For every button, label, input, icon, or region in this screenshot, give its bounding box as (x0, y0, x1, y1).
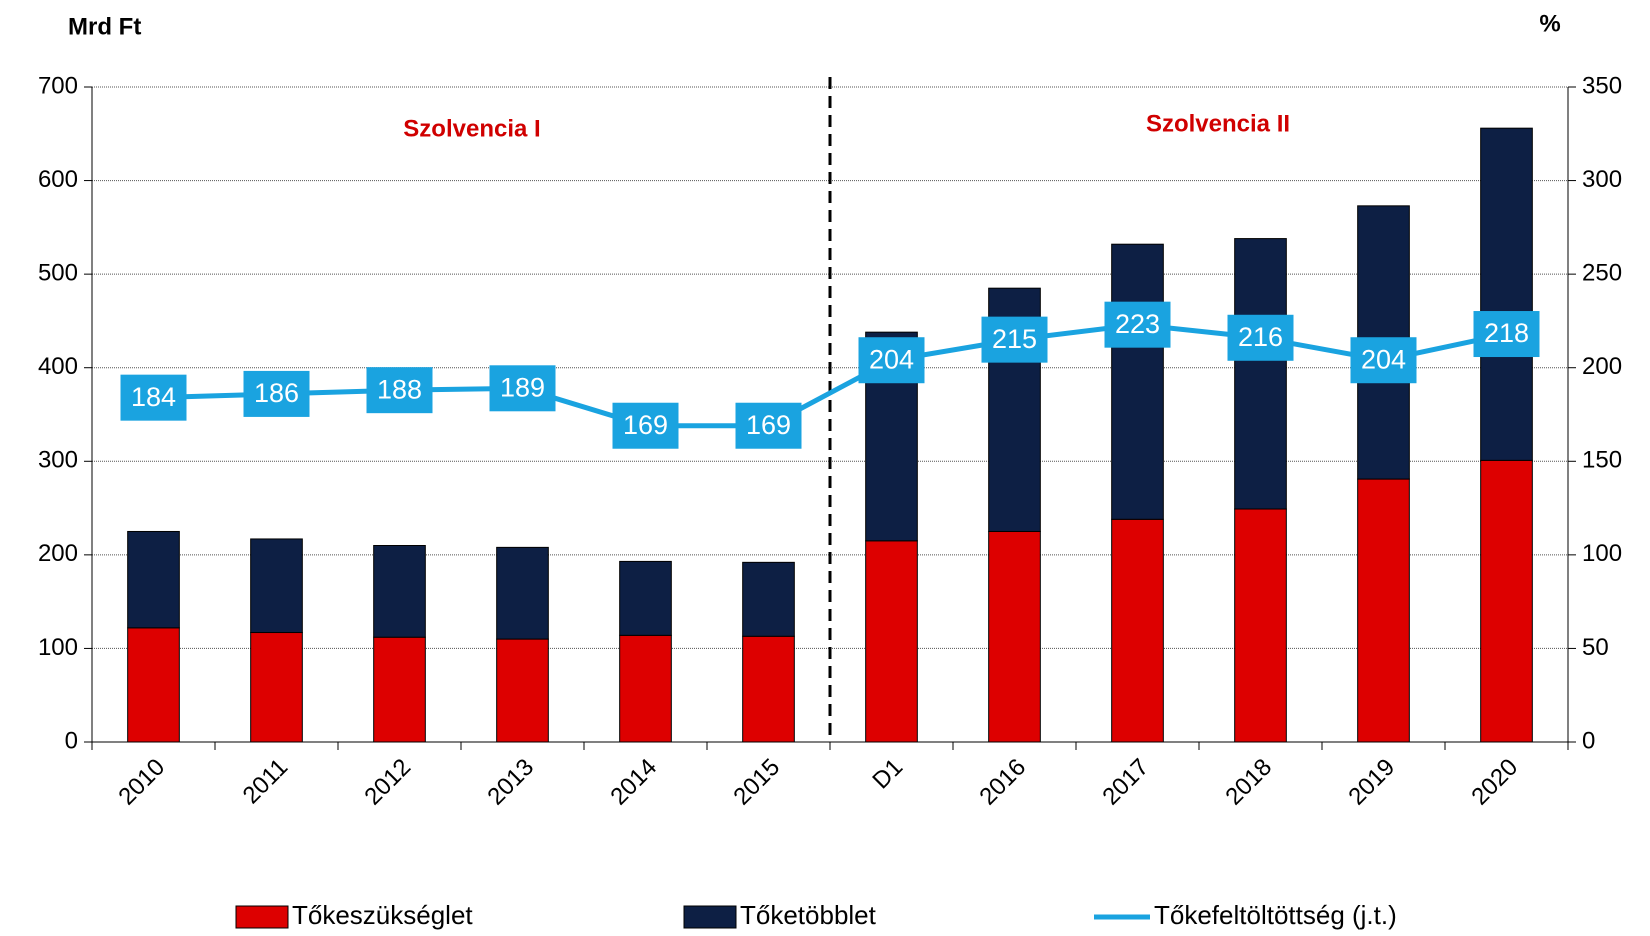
bar-segment (250, 538, 303, 634)
data-label: 204 (869, 344, 914, 374)
annotation: Szolvencia II (1146, 110, 1290, 137)
data-label-box (735, 402, 802, 449)
x-tick-label: 2017 (1097, 754, 1154, 811)
y-axis-title: Mrd Ft (68, 13, 141, 40)
data-label-box (858, 337, 925, 384)
y2-tick-label: 50 (1582, 634, 1609, 661)
x-tick-label: 2011 (238, 754, 294, 810)
legend-swatch (235, 905, 289, 929)
data-label-box (243, 370, 310, 417)
y-tick-label: 700 (38, 72, 78, 99)
data-label: 216 (1238, 322, 1283, 352)
data-label: 169 (623, 410, 668, 440)
bar-segment (1111, 518, 1164, 743)
data-label: 204 (1361, 344, 1406, 374)
y-tick-label: 100 (38, 634, 78, 661)
data-label: 218 (1484, 318, 1529, 348)
x-tick-label: 2016 (974, 754, 1031, 811)
y2-tick-label: 100 (1582, 540, 1622, 567)
data-label: 189 (500, 372, 545, 402)
y2-tick-label: 250 (1582, 259, 1622, 286)
legend-label: Tőkefeltöltöttség (j.t.) (1154, 900, 1397, 930)
bar-segment (1111, 243, 1164, 520)
bar-segment (1480, 459, 1533, 743)
legend-swatch (683, 905, 737, 929)
data-label-box (981, 316, 1048, 363)
bar-segment (127, 627, 180, 743)
bar-segment (373, 636, 426, 743)
bar-segment (496, 546, 549, 640)
data-label-box (366, 367, 433, 414)
bar-segment (742, 635, 795, 743)
data-label-box (120, 374, 187, 421)
y-tick-label: 600 (38, 166, 78, 193)
x-tick-label: 2015 (728, 754, 785, 811)
data-label-box (1227, 314, 1294, 361)
y-tick-label: 0 (65, 727, 78, 754)
bar-segment (619, 634, 672, 743)
bar-segment (127, 530, 180, 629)
bar-segment (373, 545, 426, 638)
bar-segment (250, 632, 303, 743)
x-tick-label: D1 (867, 754, 908, 795)
y-tick-label: 300 (38, 447, 78, 474)
y2-tick-label: 150 (1582, 447, 1622, 474)
y2-tick-label: 0 (1582, 727, 1595, 754)
x-tick-label: 2014 (605, 754, 662, 811)
data-label-box (612, 402, 679, 449)
bar-segment (619, 560, 672, 636)
data-label: 188 (377, 374, 422, 404)
data-label-box (1350, 337, 1417, 384)
x-tick-label: 2018 (1220, 754, 1277, 811)
data-label: 169 (746, 410, 791, 440)
bar-segment (1357, 478, 1410, 743)
data-label: 215 (992, 324, 1037, 354)
y2-tick-label: 200 (1582, 353, 1622, 380)
bar-segment (1480, 127, 1533, 461)
x-tick-label: 2020 (1466, 754, 1523, 811)
bar-segment (1234, 238, 1287, 510)
bar-segment (496, 638, 549, 743)
x-tick-label: 2012 (359, 754, 416, 811)
data-label-box (1104, 301, 1171, 348)
data-label: 184 (131, 382, 176, 412)
y-tick-label: 500 (38, 259, 78, 286)
data-label-box (1473, 311, 1540, 358)
y2-tick-label: 350 (1582, 72, 1622, 99)
y2-tick-label: 300 (1582, 166, 1622, 193)
bar-segment (988, 530, 1041, 743)
data-label: 186 (254, 378, 299, 408)
y-tick-label: 200 (38, 540, 78, 567)
x-tick-label: 2013 (482, 754, 539, 811)
legend-label: Tőkeszükséglet (292, 900, 473, 930)
x-tick-label: 2010 (113, 754, 170, 811)
bar-segment (1234, 508, 1287, 743)
x-tick-label: 2019 (1343, 754, 1400, 811)
data-label: 223 (1115, 309, 1160, 339)
legend-label: Tőketöbblet (740, 900, 877, 930)
data-label-box (489, 365, 556, 412)
bar-segment (742, 561, 795, 637)
y-tick-label: 400 (38, 353, 78, 380)
bar-segment (865, 540, 918, 743)
y2-axis-title: % (1539, 10, 1560, 37)
annotation: Szolvencia I (403, 115, 540, 142)
